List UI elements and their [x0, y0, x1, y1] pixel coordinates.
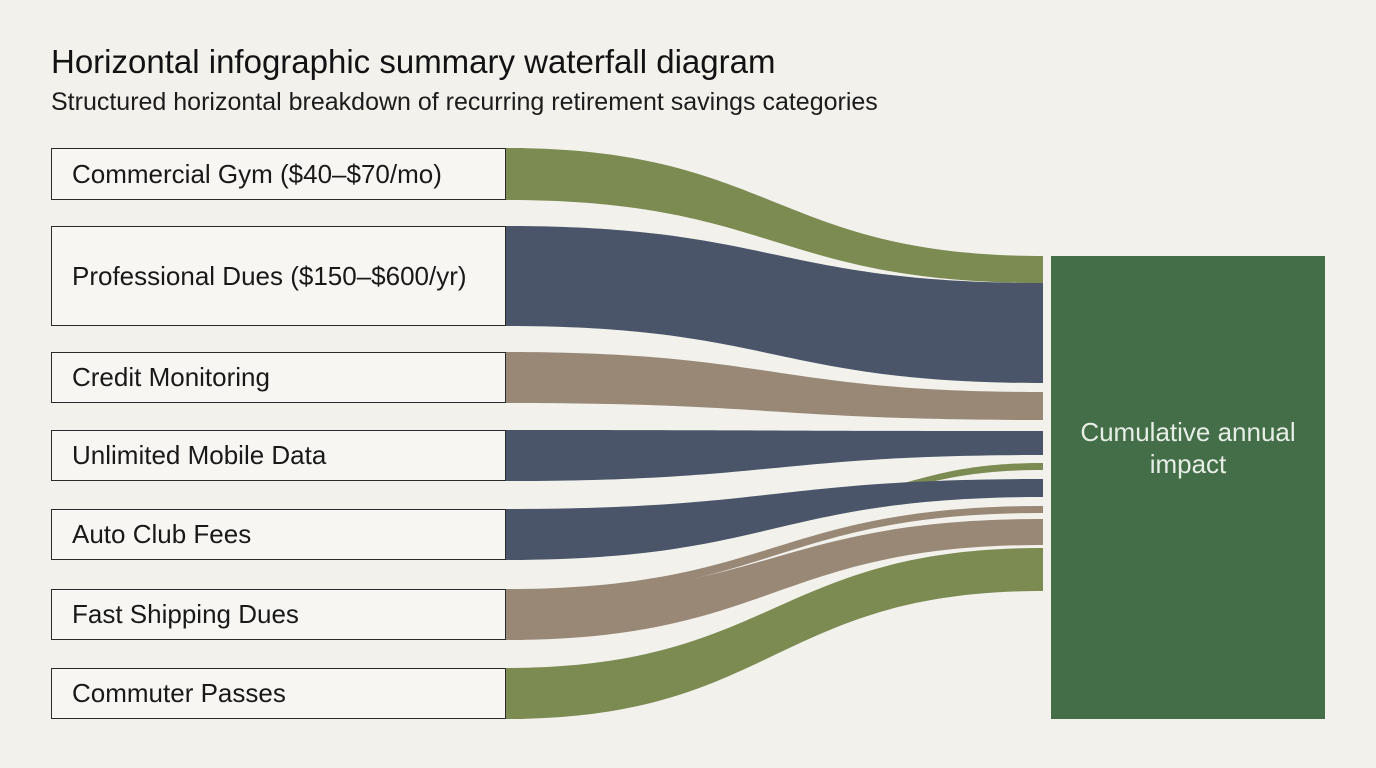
category-label: Unlimited Mobile Data: [72, 440, 327, 470]
flow-professional-dues: [506, 226, 1043, 383]
flow-unlimited-mobile: [506, 430, 1043, 481]
category-label: Auto Club Fees: [72, 519, 252, 549]
total-label: Cumulative annual impact: [1080, 416, 1296, 479]
flow-commercial-gym-stub: [506, 148, 524, 200]
flow-credit-monitoring: [506, 352, 1043, 420]
flow-auto-club-small: [735, 463, 1043, 509]
flow-auto-club-fees-stub: [506, 509, 524, 560]
category-box-professional-dues: Professional Dues ($150–$600/yr): [51, 226, 506, 326]
category-box-auto-club-fees: Auto Club Fees: [51, 509, 506, 560]
page-title: Horizontal infographic summary waterfall…: [51, 43, 776, 80]
category-box-fast-shipping-dues: Fast Shipping Dues: [51, 589, 506, 640]
flow-commercial-gym: [506, 148, 1043, 283]
category-box-commercial-gym: Commercial Gym ($40–$70/mo): [51, 148, 506, 200]
category-label: Commercial Gym ($40–$70/mo): [72, 158, 442, 189]
category-label: Commuter Passes: [72, 678, 286, 708]
flow-fast-shipping-dues: [506, 519, 1043, 640]
flow-credit-monitoring-stub: [506, 352, 524, 403]
flow-shipping-thin-a-stub: [506, 589, 524, 598]
page-subtitle: Structured horizontal breakdown of recur…: [51, 88, 878, 116]
flow-commuter-passes-stub: [506, 668, 524, 719]
flow-auto-club-fees: [506, 479, 1043, 560]
category-label: Fast Shipping Dues: [72, 599, 299, 629]
category-label: Credit Monitoring: [72, 362, 270, 392]
flow-commuter-passes: [506, 548, 1043, 719]
category-box-unlimited-mobile-data: Unlimited Mobile Data: [51, 430, 506, 481]
flow-professional-dues-stub: [506, 226, 524, 326]
category-box-credit-monitoring: Credit Monitoring: [51, 352, 506, 403]
flow-unlimited-mobile-stub: [506, 430, 524, 481]
flow-fast-shipping-dues-stub: [506, 596, 524, 640]
category-label: Professional Dues ($150–$600/yr): [72, 260, 467, 291]
flow-shipping-thin-a: [506, 506, 1043, 598]
category-box-commuter-passes: Commuter Passes: [51, 668, 506, 719]
total-box: Cumulative annual impact: [1051, 256, 1325, 719]
